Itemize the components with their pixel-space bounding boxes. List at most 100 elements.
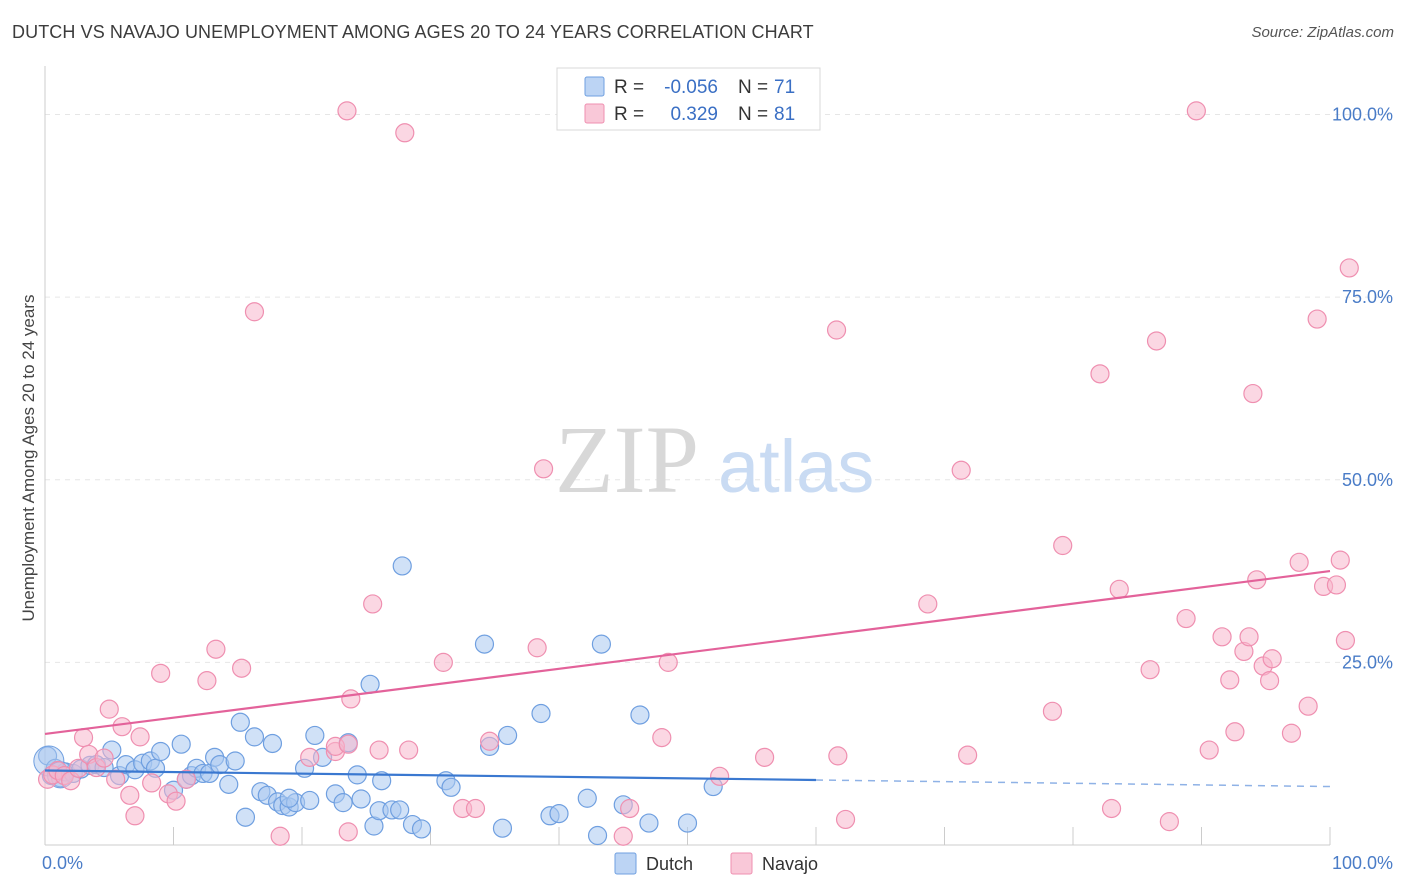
point-dutch-31 (244, 727, 265, 747)
trend-line-dutch-extension (815, 779, 1331, 788)
point-dutch-72 (639, 813, 659, 833)
point-navajo-26 (300, 747, 320, 767)
x-tick-label-0: 0.0% (42, 853, 83, 873)
legend-swatch-navajo (584, 103, 605, 124)
point-dutch-49 (360, 674, 380, 694)
point-navajo-63 (1176, 608, 1196, 629)
point-navajo-20 (176, 769, 196, 789)
x-tick-label-1: 100.0% (1332, 853, 1393, 873)
point-navajo-57 (1090, 364, 1110, 384)
legend-bottom-swatch-dutch (614, 852, 637, 875)
point-navajo-31 (338, 822, 358, 842)
point-navajo-21 (197, 671, 217, 691)
point-navajo-79 (1307, 309, 1327, 329)
point-dutch-34 (262, 733, 283, 754)
point-navajo-60 (1140, 660, 1160, 680)
point-navajo-40 (480, 731, 500, 751)
point-navajo-37 (433, 652, 453, 672)
point-navajo-23 (232, 658, 252, 678)
point-navajo-78 (1298, 696, 1318, 716)
point-navajo-74 (1260, 671, 1280, 691)
point-dutch-27 (219, 774, 239, 794)
point-navajo-17 (151, 663, 171, 683)
point-dutch-57 (411, 819, 432, 839)
point-navajo-62 (1159, 812, 1179, 832)
point-dutch-55 (392, 556, 412, 576)
legend-top: R = -0.056 N = 71 R = 0.329 N = 81 (556, 67, 821, 131)
point-navajo-36 (399, 740, 419, 760)
point-dutch-30 (235, 807, 256, 827)
point-navajo-39 (465, 798, 486, 819)
point-navajo-25 (270, 826, 290, 846)
point-dutch-48 (351, 789, 371, 809)
source-credit: Source: ZipAtlas.com (1251, 24, 1394, 41)
point-navajo-64 (1186, 101, 1206, 121)
point-navajo-82 (1330, 550, 1350, 570)
chart-title: DUTCH VS NAVAJO UNEMPLOYMENT AMONG AGES … (12, 22, 814, 42)
point-dutch-17 (151, 741, 171, 762)
grid-lines (45, 114, 1395, 663)
point-navajo-43 (613, 826, 633, 846)
legend-bottom: Dutch Navajo (614, 852, 818, 875)
point-navajo-19 (166, 791, 186, 811)
y-tick-label-0: 25.0% (1342, 652, 1393, 672)
point-dutch-28 (225, 751, 245, 771)
point-navajo-22 (206, 639, 226, 659)
point-navajo-52 (918, 594, 938, 614)
point-navajo-10 (99, 699, 119, 719)
point-navajo-68 (1225, 722, 1245, 742)
point-navajo-45 (652, 728, 672, 748)
point-navajo-84 (1339, 258, 1359, 278)
point-navajo-75 (1262, 649, 1282, 669)
legend-r-label-1: R = (614, 77, 644, 98)
point-navajo-76 (1281, 723, 1302, 743)
point-navajo-44 (620, 798, 640, 819)
legend-r-value-1: -0.056 (664, 77, 718, 98)
point-navajo-81 (1326, 575, 1347, 595)
point-navajo-29 (338, 734, 358, 754)
series-navajo-points (37, 101, 1359, 846)
point-dutch-71 (630, 705, 650, 725)
axes (44, 66, 1331, 846)
point-navajo-41 (527, 638, 547, 658)
y-tick-label-2: 75.0% (1342, 287, 1393, 307)
point-dutch-59 (441, 777, 461, 797)
legend-swatch-dutch (584, 76, 605, 97)
point-navajo-15 (130, 727, 150, 747)
point-navajo-59 (1109, 579, 1129, 599)
y-axis-label: Unemployment Among Ages 20 to 24 years (19, 295, 38, 622)
point-navajo-66 (1212, 627, 1232, 647)
watermark: ZIP atlas (555, 406, 874, 513)
point-dutch-64 (531, 703, 551, 724)
legend-bottom-swatch-navajo (730, 852, 753, 875)
point-navajo-24 (244, 302, 265, 322)
point-dutch-45 (333, 793, 353, 813)
legend-r-label-2: R = (614, 104, 644, 125)
legend-bottom-label-navajo: Navajo (762, 854, 818, 874)
point-navajo-16 (142, 773, 162, 793)
legend-n-value-1: 71 (774, 77, 795, 98)
point-dutch-63 (498, 725, 518, 746)
point-dutch-41 (300, 790, 320, 811)
legend-bottom-label-dutch: Dutch (646, 854, 693, 874)
point-navajo-83 (1335, 630, 1356, 651)
point-navajo-9 (94, 748, 114, 768)
point-navajo-50 (828, 746, 848, 766)
point-navajo-48 (754, 747, 775, 767)
y-tick-label-1: 50.0% (1342, 470, 1393, 490)
point-dutch-29 (230, 712, 250, 732)
point-navajo-35 (395, 123, 415, 143)
point-navajo-65 (1199, 740, 1219, 760)
point-navajo-56 (1053, 535, 1073, 556)
point-navajo-54 (958, 745, 978, 765)
legend-n-label-2: N = (738, 104, 768, 125)
point-dutch-39 (279, 788, 299, 808)
point-navajo-58 (1101, 798, 1122, 819)
point-navajo-49 (826, 320, 847, 340)
trend-line-dutch (44, 769, 817, 782)
y-tick-label-3: 100.0% (1332, 105, 1393, 125)
point-navajo-71 (1243, 383, 1263, 404)
legend-r-value-2: 0.329 (670, 104, 718, 125)
point-navajo-53 (951, 460, 971, 480)
point-dutch-62 (492, 818, 513, 838)
